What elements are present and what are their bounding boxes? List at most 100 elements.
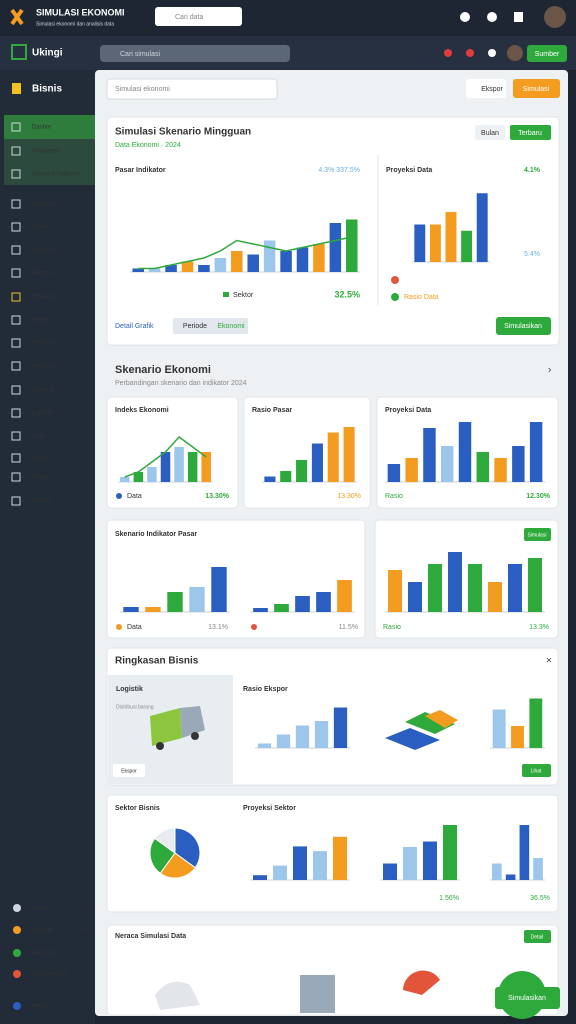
- icon: [13, 1002, 21, 1010]
- stat: 13.30%: [205, 493, 230, 500]
- bar: [343, 427, 355, 482]
- simulate-text: Simulasi: [523, 86, 550, 93]
- sidebar-item[interactable]: Dokumentasi: [32, 972, 67, 978]
- icon[interactable]: [466, 49, 474, 57]
- bar: [314, 721, 329, 748]
- icon[interactable]: [487, 12, 497, 22]
- sidebar-item[interactable]: Regresi: [32, 271, 53, 277]
- tab-text[interactable]: Ekonomi: [217, 323, 245, 330]
- sidebar-item[interactable]: Simulasi: [32, 202, 55, 208]
- bar: [295, 596, 310, 612]
- sidebar-item[interactable]: Skenario: [32, 248, 56, 254]
- icon[interactable]: [460, 12, 470, 22]
- sidebar-item[interactable]: Data: [32, 434, 45, 440]
- bar: [441, 446, 454, 482]
- sidebar-item[interactable]: Dasbor: [32, 125, 51, 131]
- simulate-button[interactable]: [513, 79, 560, 98]
- button[interactable]: [522, 764, 551, 777]
- legend: Data: [127, 624, 142, 631]
- icon: [11, 408, 21, 418]
- sidebar-item[interactable]: Analitik: [32, 499, 52, 505]
- card-title: Skenario Indikator Pasar: [115, 531, 197, 538]
- button[interactable]: [524, 528, 551, 541]
- stat: 4.3% 337.5%: [318, 167, 360, 174]
- search-box[interactable]: [155, 7, 242, 26]
- avatar[interactable]: [544, 6, 566, 28]
- section-title: Skenario Ekonomi: [115, 364, 211, 376]
- bar: [123, 607, 139, 612]
- legend-dot: [251, 624, 257, 630]
- sidebar-item[interactable]: Prediksi: [32, 341, 53, 347]
- icon: [11, 222, 21, 232]
- bar: [264, 476, 276, 482]
- sidebar-item[interactable]: Laporan: [32, 411, 54, 417]
- pie-slice: [159, 852, 196, 879]
- legend-dot: [116, 493, 122, 499]
- button[interactable]: [524, 930, 551, 943]
- sidebar-item[interactable]: Keluar: [32, 1004, 49, 1010]
- avatar[interactable]: [507, 45, 523, 61]
- tab[interactable]: [510, 125, 551, 140]
- tabs: [173, 318, 248, 334]
- sidebar: [0, 70, 95, 1024]
- icon: [13, 904, 21, 912]
- sidebar-item[interactable]: Analisis: [32, 318, 53, 324]
- button[interactable]: [496, 317, 551, 335]
- bar: [428, 564, 442, 612]
- card-title: Indeks Ekonomi: [115, 407, 169, 414]
- bar: [273, 865, 287, 880]
- sidebar-item[interactable]: Proyeksi: [32, 295, 55, 301]
- bar: [132, 268, 144, 272]
- sidebar-item[interactable]: Akun: [32, 906, 46, 912]
- toolbar-search[interactable]: [106, 78, 278, 100]
- nav-search[interactable]: [100, 45, 290, 62]
- link[interactable]: Detail Grafik: [115, 323, 154, 330]
- bar: [405, 458, 418, 482]
- bar: [296, 460, 308, 482]
- icon: [11, 496, 21, 506]
- bar: [519, 825, 530, 880]
- tab-text[interactable]: Periode: [183, 323, 207, 330]
- bar: [313, 244, 325, 272]
- logo: [11, 44, 27, 60]
- sidebar-title: Bisnis: [32, 84, 62, 95]
- sidebar-item[interactable]: Model: [32, 225, 48, 231]
- card-title: Rasio Pasar: [252, 407, 292, 414]
- sidebar-item[interactable]: Bantuan: [32, 951, 54, 957]
- bar: [201, 452, 211, 482]
- sidebar-item[interactable]: Indikator: [32, 364, 55, 370]
- sidebar-item[interactable]: Ekonomi Indikator: [32, 172, 80, 178]
- bar: [313, 851, 327, 880]
- bar: [529, 422, 543, 482]
- sidebar-item[interactable]: Dampak: [32, 388, 55, 394]
- bar: [511, 726, 524, 748]
- nav-button[interactable]: [527, 45, 567, 62]
- card-title: Neraca Simulasi Data: [115, 933, 186, 940]
- export-button[interactable]: [466, 79, 506, 98]
- button[interactable]: [495, 987, 560, 1009]
- panel-title: Logistik: [116, 686, 143, 693]
- bar: [346, 219, 358, 272]
- sidebar-item[interactable]: Ringkasan: [32, 149, 60, 155]
- truck-illustration: [150, 706, 205, 750]
- icon[interactable]: [488, 49, 496, 57]
- sidebar-item[interactable]: Setelan: [32, 928, 52, 934]
- sidebar-item[interactable]: Grafik: [32, 456, 49, 462]
- icon[interactable]: [514, 12, 523, 22]
- chevron[interactable]: ›: [548, 365, 551, 376]
- bar: [120, 477, 130, 482]
- tab[interactable]: [475, 125, 505, 140]
- bar: [167, 592, 183, 612]
- stat: 32.5%: [334, 289, 360, 299]
- close[interactable]: ×: [546, 656, 552, 667]
- bar: [247, 254, 259, 272]
- sidebar-item[interactable]: Ekspor: [32, 475, 51, 481]
- icon[interactable]: [444, 49, 452, 57]
- legend-dot: [116, 624, 122, 630]
- bar: [337, 580, 352, 612]
- legend-dot: [391, 276, 399, 284]
- pie-slice: [149, 837, 176, 874]
- bar: [263, 240, 276, 272]
- sidebar-items: Dasbor Ringkasan Ekonomi Indikator Simulasi…: [11, 122, 84, 1010]
